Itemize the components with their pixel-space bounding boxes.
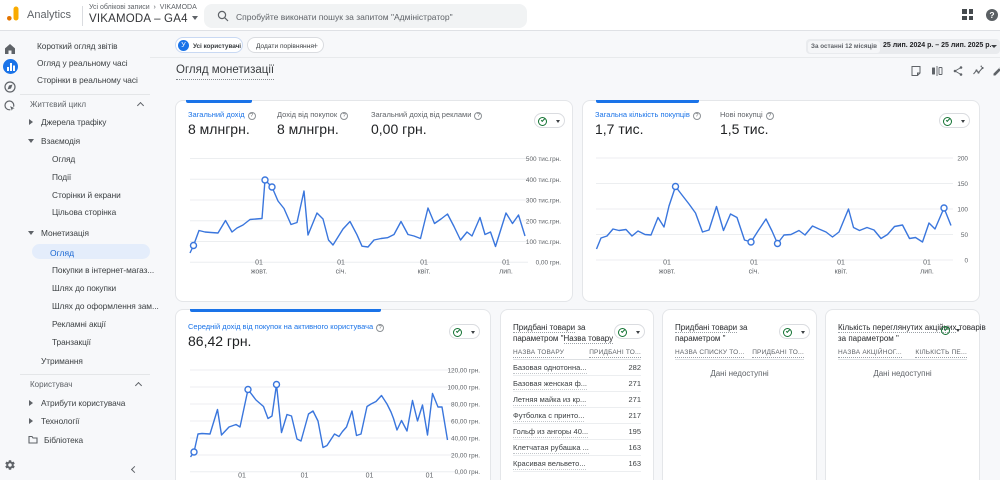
svg-text:01: 01 — [366, 473, 374, 480]
svg-text:01: 01 — [923, 260, 931, 267]
svg-text:100: 100 — [957, 207, 968, 214]
svg-text:0,00 грн.: 0,00 грн. — [455, 469, 481, 476]
svg-text:100,00 грн.: 100,00 грн. — [447, 385, 480, 392]
svg-text:120,00 грн.: 120,00 грн. — [447, 368, 480, 375]
svg-text:100 тис.грн.: 100 тис.грн. — [526, 239, 561, 246]
svg-text:01: 01 — [426, 473, 434, 480]
svg-text:300 тис.грн.: 300 тис.грн. — [526, 198, 561, 205]
svg-text:квіт.: квіт. — [418, 268, 431, 276]
svg-text:80,00 грн.: 80,00 грн. — [451, 402, 480, 409]
svg-text:400 тис.грн.: 400 тис.грн. — [526, 177, 561, 184]
svg-text:жовт.: жовт. — [251, 269, 268, 276]
svg-text:01: 01 — [255, 260, 263, 267]
svg-text:01: 01 — [238, 473, 246, 480]
svg-text:квіт.: квіт. — [835, 268, 848, 276]
svg-text:лип.: лип. — [499, 269, 513, 276]
svg-text:01: 01 — [837, 260, 845, 267]
svg-text:60,00 грн.: 60,00 грн. — [451, 419, 480, 426]
svg-text:20,00 грн.: 20,00 грн. — [451, 453, 480, 460]
svg-text:200 тис.грн.: 200 тис.грн. — [526, 218, 561, 225]
svg-text:150: 150 — [957, 181, 968, 188]
svg-text:лип.: лип. — [920, 269, 934, 276]
svg-text:500 тис.грн.: 500 тис.грн. — [526, 156, 561, 163]
svg-text:01: 01 — [502, 260, 510, 267]
svg-text:жовт.: жовт. — [659, 269, 676, 276]
svg-text:01: 01 — [420, 260, 428, 267]
svg-text:січ.: січ. — [749, 268, 760, 276]
svg-text:0: 0 — [964, 258, 968, 265]
svg-text:40,00 грн.: 40,00 грн. — [451, 436, 480, 443]
svg-text:200: 200 — [957, 156, 968, 163]
svg-text:01: 01 — [750, 260, 758, 267]
svg-text:50: 50 — [961, 232, 969, 239]
svg-text:січ.: січ. — [336, 268, 347, 276]
svg-text:01: 01 — [337, 260, 345, 267]
svg-text:01: 01 — [663, 260, 671, 267]
svg-text:01: 01 — [301, 473, 309, 480]
svg-text:0,00 грн.: 0,00 грн. — [536, 260, 562, 267]
